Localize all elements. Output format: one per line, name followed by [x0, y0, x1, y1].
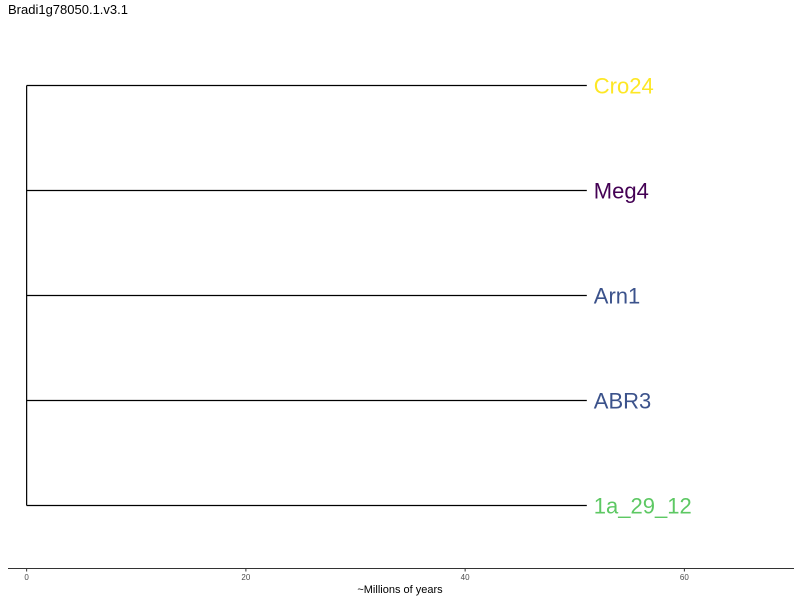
tree-branches	[26, 84, 587, 507]
tip-label-1: Meg4	[594, 179, 649, 204]
x-axis-ticks: 0 20 40 60	[24, 568, 689, 582]
tree-title: Bradi1g78050.1.v3.1	[8, 2, 128, 17]
tip-label-0: Cro24	[594, 74, 654, 99]
x-axis: 0 20 40 60	[8, 568, 794, 582]
x-axis-title: ~Millions of years	[357, 584, 443, 596]
x-tick-label-0: 0	[24, 573, 29, 582]
x-tick-label-3: 60	[680, 573, 689, 582]
tip-label-4: 1a_29_12	[594, 494, 692, 519]
tip-label-3: ABR3	[594, 389, 651, 414]
x-tick-label-1: 20	[241, 573, 250, 582]
tip-label-2: Arn1	[594, 284, 640, 309]
tip-labels: Cro24 Meg4 Arn1 ABR3 1a_29_12	[594, 74, 692, 519]
x-tick-label-2: 40	[461, 573, 470, 582]
